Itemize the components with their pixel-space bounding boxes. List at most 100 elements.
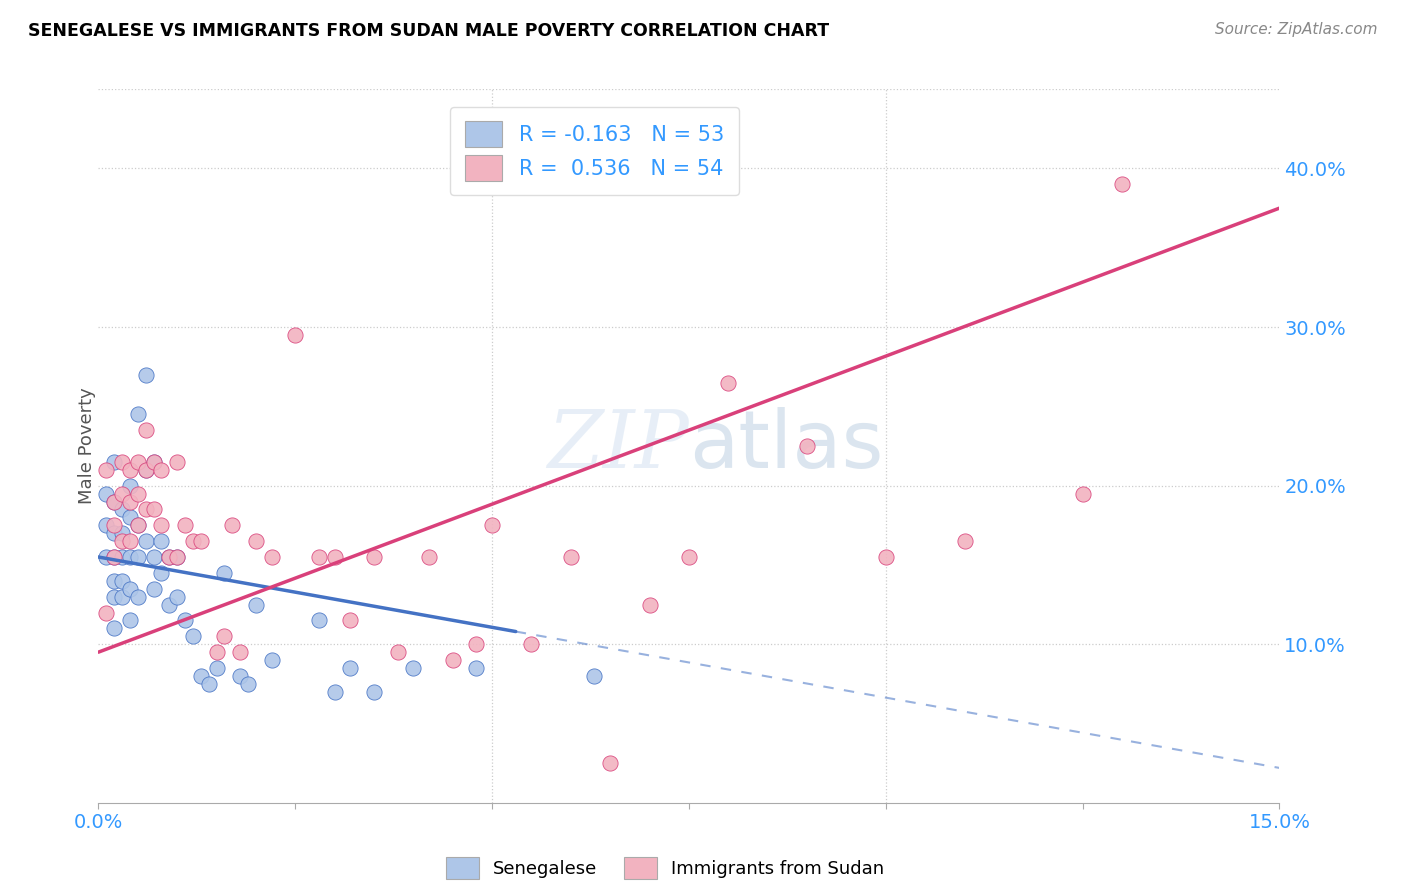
Point: [717, 376, 740, 390]
Point: [111, 590, 134, 604]
Point: [142, 502, 165, 516]
Point: [111, 549, 134, 564]
Point: [103, 518, 125, 533]
Point: [103, 455, 125, 469]
Point: [599, 756, 621, 771]
Point: [135, 368, 157, 382]
Point: [157, 549, 180, 564]
Point: [520, 637, 543, 651]
Point: [142, 455, 165, 469]
Point: [481, 518, 503, 533]
Text: ZIP: ZIP: [547, 408, 689, 484]
Point: [127, 486, 149, 500]
Point: [260, 549, 283, 564]
Point: [118, 494, 141, 508]
Point: [174, 614, 197, 628]
Point: [103, 590, 125, 604]
Point: [308, 614, 330, 628]
Point: [111, 502, 134, 516]
Point: [111, 455, 134, 469]
Point: [118, 510, 141, 524]
Point: [363, 549, 385, 564]
Point: [96, 606, 118, 620]
Point: [118, 582, 141, 596]
Point: [157, 549, 180, 564]
Point: [166, 549, 188, 564]
Point: [118, 478, 141, 492]
Point: [181, 534, 204, 549]
Point: [245, 534, 267, 549]
Point: [127, 549, 149, 564]
Point: [150, 566, 173, 580]
Text: SENEGALESE VS IMMIGRANTS FROM SUDAN MALE POVERTY CORRELATION CHART: SENEGALESE VS IMMIGRANTS FROM SUDAN MALE…: [28, 22, 830, 40]
Point: [96, 518, 118, 533]
Point: [118, 534, 141, 549]
Point: [323, 685, 346, 699]
Point: [583, 669, 606, 683]
Point: [245, 598, 267, 612]
Point: [875, 549, 897, 564]
Point: [135, 463, 157, 477]
Point: [127, 455, 149, 469]
Point: [229, 669, 252, 683]
Point: [118, 463, 141, 477]
Text: atlas: atlas: [689, 407, 883, 485]
Point: [441, 653, 464, 667]
Point: [678, 549, 700, 564]
Point: [166, 455, 188, 469]
Point: [1111, 178, 1133, 192]
Text: Source: ZipAtlas.com: Source: ZipAtlas.com: [1215, 22, 1378, 37]
Point: [118, 549, 141, 564]
Point: [339, 614, 361, 628]
Point: [118, 614, 141, 628]
Point: [174, 518, 197, 533]
Point: [465, 661, 488, 675]
Point: [339, 661, 361, 675]
Point: [150, 518, 173, 533]
Point: [308, 549, 330, 564]
Point: [402, 661, 425, 675]
Point: [284, 328, 307, 343]
Point: [127, 590, 149, 604]
Point: [142, 582, 165, 596]
Point: [127, 518, 149, 533]
Point: [181, 629, 204, 643]
Point: [166, 590, 188, 604]
Point: [260, 653, 283, 667]
Point: [142, 549, 165, 564]
Point: [190, 534, 212, 549]
Point: [150, 534, 173, 549]
Point: [387, 645, 409, 659]
Point: [103, 549, 125, 564]
Y-axis label: Male Poverty: Male Poverty: [79, 388, 96, 504]
Point: [103, 494, 125, 508]
Point: [205, 661, 228, 675]
Point: [560, 549, 582, 564]
Point: [465, 637, 488, 651]
Point: [142, 455, 165, 469]
Point: [103, 549, 125, 564]
Point: [323, 549, 346, 564]
Point: [236, 677, 259, 691]
Point: [205, 645, 228, 659]
Point: [418, 549, 440, 564]
Point: [157, 598, 180, 612]
Point: [111, 526, 134, 541]
Legend: Senegalese, Immigrants from Sudan: Senegalese, Immigrants from Sudan: [439, 850, 891, 887]
Point: [111, 534, 134, 549]
Point: [111, 574, 134, 588]
Point: [135, 534, 157, 549]
Point: [135, 463, 157, 477]
Point: [111, 486, 134, 500]
Point: [127, 407, 149, 421]
Point: [214, 629, 236, 643]
Point: [166, 549, 188, 564]
Point: [197, 677, 219, 691]
Point: [221, 518, 243, 533]
Point: [103, 574, 125, 588]
Point: [96, 486, 118, 500]
Point: [1071, 486, 1094, 500]
Point: [127, 518, 149, 533]
Point: [135, 423, 157, 437]
Point: [363, 685, 385, 699]
